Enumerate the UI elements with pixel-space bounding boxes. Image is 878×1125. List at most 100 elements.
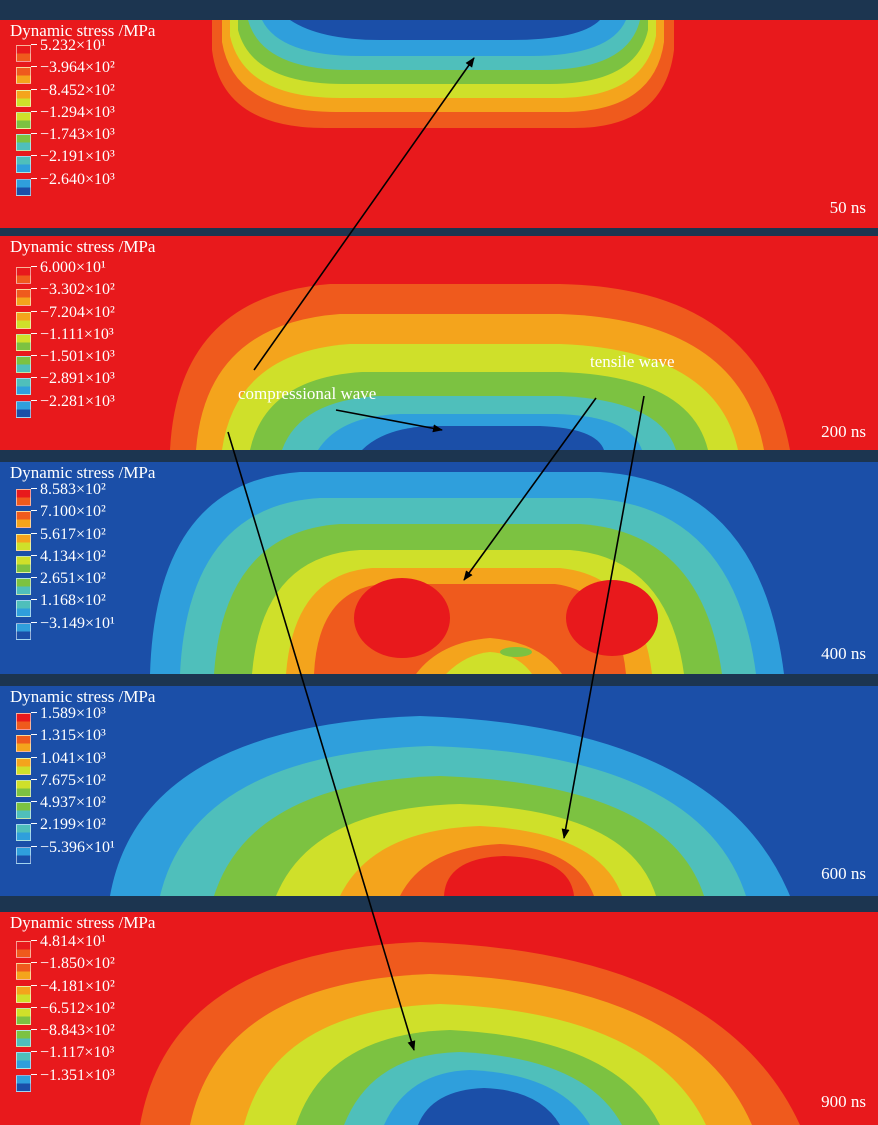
legend-swatch: [16, 757, 31, 775]
legend-label: −2.281×10³: [40, 392, 115, 410]
legend-tick: [31, 823, 37, 825]
legend-label: 7.675×10²: [40, 771, 106, 789]
panel-title: Dynamic stress /MPa: [10, 237, 156, 256]
legend-label: 5.232×10¹: [40, 37, 106, 54]
legend-swatch: [16, 311, 31, 329]
legend-tick: [31, 377, 37, 379]
legend-label: −8.452×10²: [40, 81, 115, 99]
legend-tick: [31, 734, 37, 736]
legend-swatch: [16, 1007, 31, 1025]
legend-tick: [31, 599, 37, 601]
legend-swatch: [16, 779, 31, 797]
legend-label: −2.191×10³: [40, 148, 115, 166]
legend-tick: [31, 66, 37, 68]
legend-swatch: [16, 713, 31, 730]
legend-tick: [31, 355, 37, 357]
legend-label: −1.501×10³: [40, 348, 115, 366]
legend-swatch: [16, 600, 31, 618]
legend-label: 2.199×10²: [40, 816, 106, 834]
stress-field-50ns: [0, 20, 878, 228]
legend-label: 5.617×10²: [40, 525, 106, 543]
legend-tick: [31, 962, 37, 964]
legend-tick: [31, 554, 37, 556]
legend-label: −4.181×10²: [40, 977, 115, 995]
panel-50ns: Dynamic stress /MPa 5.232×10¹ −3.964×10² −…: [0, 20, 878, 228]
legend-label: 4.937×10²: [40, 794, 106, 812]
tensile-wave-label: tensile wave: [590, 352, 675, 371]
legend-tick: [31, 712, 37, 713]
legend-swatch: [16, 289, 31, 307]
legend-label: −1.294×10³: [40, 103, 115, 121]
legend-tick: [31, 845, 37, 847]
legend-swatch: [16, 356, 31, 374]
legend-swatch: [16, 622, 31, 640]
legend-swatch: [16, 1052, 31, 1070]
legend-swatch: [16, 824, 31, 842]
legend-swatch: [16, 267, 31, 284]
legend-label: −3.302×10²: [40, 281, 115, 299]
legend-label: 6.000×10¹: [40, 259, 106, 276]
legend-label: −1.117×10³: [40, 1044, 115, 1062]
legend-swatch: [16, 511, 31, 529]
legend-tick: [31, 801, 37, 803]
legend-tick: [31, 940, 37, 941]
panel-400ns: Dynamic stress /MPa 8.583×10² 7.100×10² 5.…: [0, 462, 878, 674]
legend-tick: [31, 621, 37, 623]
legend-swatch: [16, 735, 31, 753]
legend-label: −8.843×10²: [40, 1022, 115, 1040]
legend-label: −7.204×10²: [40, 303, 115, 321]
stress-field-400ns: [0, 462, 878, 674]
legend-swatch: [16, 555, 31, 573]
legend-tick: [31, 577, 37, 579]
time-label: 600 ns: [821, 864, 866, 883]
legend-tick: [31, 399, 37, 401]
panel-title: Dynamic stress /MPa: [10, 21, 156, 40]
legend-label: 1.315×10³: [40, 727, 106, 745]
legend-label: −2.640×10³: [40, 170, 115, 188]
legend-tick: [31, 1006, 37, 1008]
legend-label: 1.168×10²: [40, 592, 106, 610]
legend-tick: [31, 510, 37, 512]
legend-swatch: [16, 378, 31, 396]
legend-swatch: [16, 1074, 31, 1092]
legend-swatch: [16, 89, 31, 107]
legend-tick: [31, 532, 37, 534]
legend-label: −3.964×10²: [40, 59, 115, 77]
legend-swatch: [16, 533, 31, 551]
legend-label: 4.134×10²: [40, 547, 106, 565]
legend-swatch: [16, 333, 31, 351]
legend-tick: [31, 984, 37, 986]
legend-swatch: [16, 941, 31, 958]
legend-swatch: [16, 400, 31, 418]
legend-label: 8.583×10²: [40, 481, 106, 498]
legend-label: 2.651×10²: [40, 570, 106, 588]
legend-swatch: [16, 985, 31, 1003]
legend-tick: [31, 110, 37, 112]
legend-swatch: [16, 67, 31, 85]
legend-label: −5.396×10¹: [40, 838, 115, 856]
time-label: 900 ns: [821, 1092, 866, 1111]
legend-swatch: [16, 489, 31, 506]
legend-tick: [31, 44, 37, 45]
legend-label: 4.814×10¹: [40, 933, 106, 950]
legend-tick: [31, 778, 37, 780]
legend-tick: [31, 133, 37, 135]
legend-swatch: [16, 156, 31, 174]
legend-label: −1.743×10³: [40, 126, 115, 144]
legend-label: 7.100×10²: [40, 503, 106, 521]
compressional-wave-label: compressional wave: [238, 384, 377, 403]
legend-swatch: [16, 1030, 31, 1048]
legend-label: −1.850×10²: [40, 955, 115, 973]
legend-swatch: [16, 578, 31, 596]
legend-label: 1.589×10³: [40, 705, 106, 722]
legend-label: −3.149×10¹: [40, 614, 115, 632]
legend-swatch: [16, 802, 31, 820]
legend-tick: [31, 332, 37, 334]
panel-900ns: Dynamic stress /MPa 4.814×10¹ −1.850×10² −…: [0, 912, 878, 1125]
legend-tick: [31, 155, 37, 157]
stress-field-200ns: [0, 236, 878, 450]
legend-tick: [31, 266, 37, 267]
legend-label: −1.111×10³: [40, 325, 114, 343]
legend-tick: [31, 177, 37, 179]
time-label: 400 ns: [821, 644, 866, 663]
